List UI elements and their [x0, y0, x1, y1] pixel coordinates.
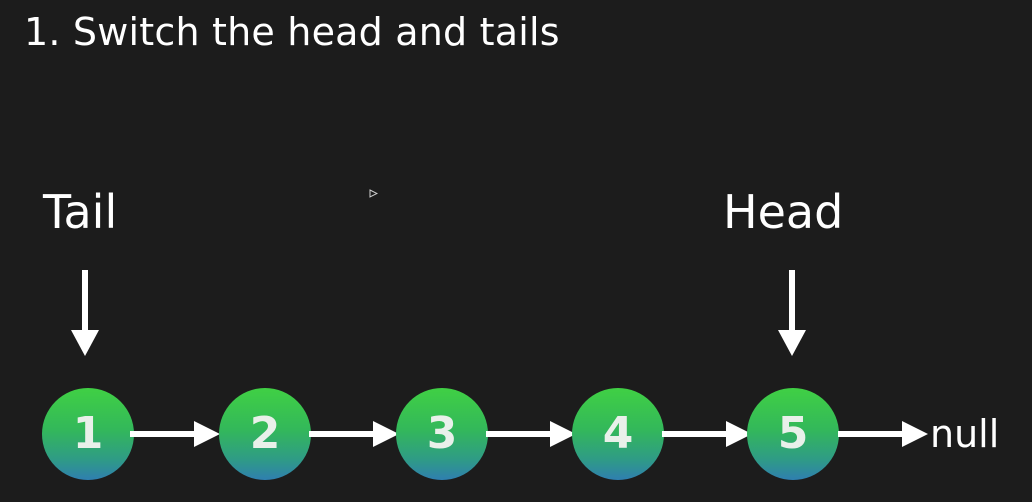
null-terminal-label: null: [930, 412, 1000, 456]
node-value: 4: [602, 408, 634, 459]
next-arrow-icon: [130, 421, 220, 447]
list-node: 5: [747, 388, 839, 480]
head-pointer-arrow-icon: [778, 270, 806, 356]
slide-title: 1. Switch the head and tails: [24, 10, 560, 54]
node-value: 3: [426, 408, 458, 459]
next-arrow-icon: [662, 421, 752, 447]
list-node: 3: [396, 388, 488, 480]
next-arrow-icon: [309, 421, 399, 447]
node-value: 2: [249, 408, 281, 459]
tail-pointer-arrow-icon: [71, 270, 99, 356]
node-value: 5: [777, 408, 809, 459]
list-node: 4: [572, 388, 664, 480]
next-arrow-icon: [838, 421, 928, 447]
mouse-cursor-icon: [369, 189, 378, 198]
list-node: 1: [42, 388, 134, 480]
list-node: 2: [219, 388, 311, 480]
next-arrow-icon: [486, 421, 576, 447]
node-value: 1: [72, 408, 104, 459]
head-label: Head: [723, 185, 844, 239]
tail-label: Tail: [43, 185, 118, 239]
